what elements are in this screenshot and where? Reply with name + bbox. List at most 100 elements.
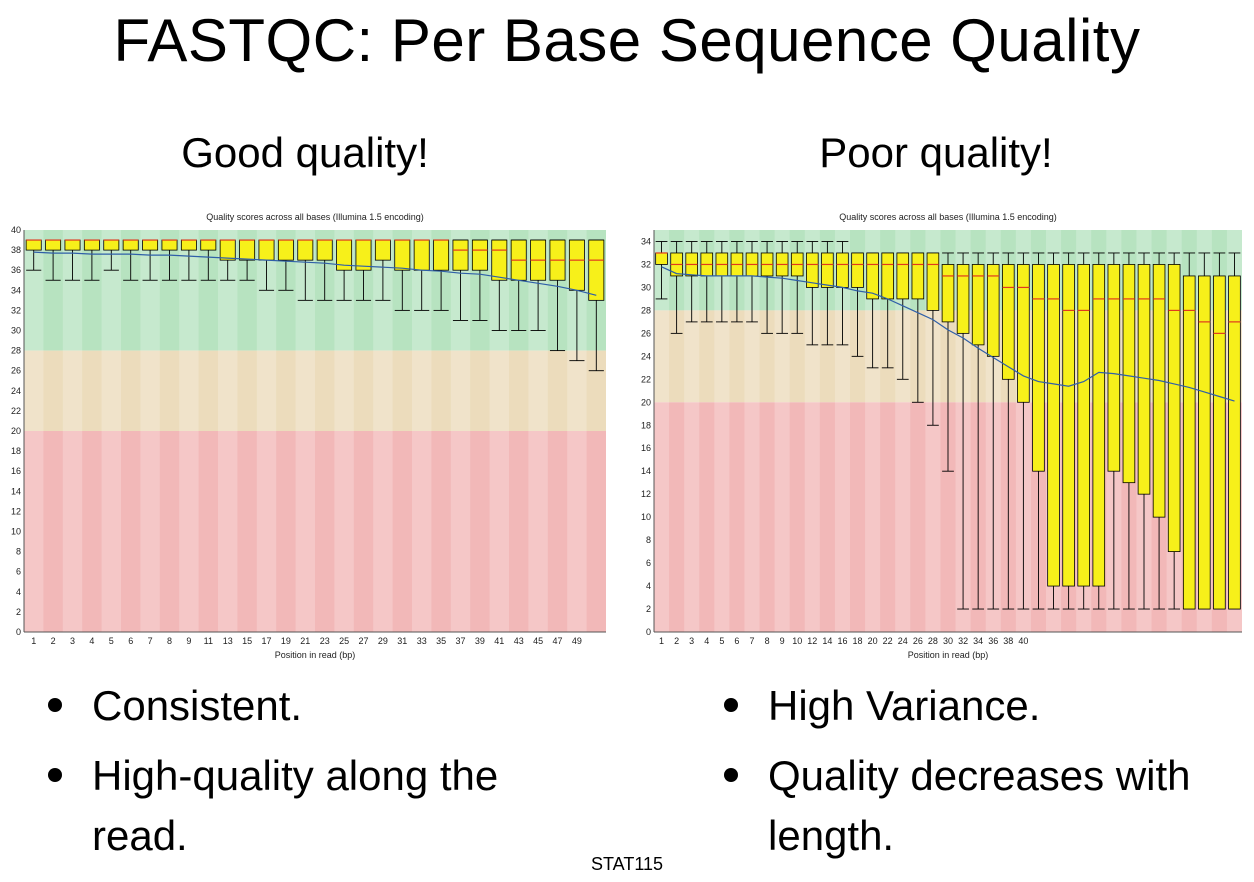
y-tick-label: 40 xyxy=(11,225,21,235)
zone-stripe xyxy=(804,230,820,632)
iqr-box xyxy=(374,239,391,261)
mean-line xyxy=(661,266,1235,402)
x-tick-label: 17 xyxy=(261,636,271,646)
box-position-14 xyxy=(277,239,294,291)
box-position-6 xyxy=(122,239,139,281)
iqr-box xyxy=(806,252,819,288)
poor-quality-chart-svg: Quality scores across all bases (Illumin… xyxy=(641,212,1242,660)
bullet-text: High Variance. xyxy=(768,682,1041,729)
zone-stripe xyxy=(714,230,730,632)
box-position-2 xyxy=(670,241,683,334)
zone-stripe xyxy=(865,230,881,632)
y-tick-label: 20 xyxy=(11,426,21,436)
zone-stripe xyxy=(179,230,199,632)
box-position-9 xyxy=(180,239,197,281)
iqr-box xyxy=(655,252,668,265)
box-position-4 xyxy=(83,239,100,281)
chart-title: Quality scores across all bases (Illumin… xyxy=(839,212,1057,222)
iqr-box xyxy=(45,239,62,251)
iqr-box xyxy=(200,239,217,251)
iqr-box xyxy=(103,239,120,251)
box-position-1 xyxy=(25,239,42,271)
x-tick-label: 1 xyxy=(31,636,36,646)
iqr-box xyxy=(316,239,333,261)
box-position-5 xyxy=(103,239,120,271)
y-tick-label: 22 xyxy=(11,406,21,416)
bullet-text: Quality decreases with length. xyxy=(768,752,1191,859)
iqr-box xyxy=(941,264,955,323)
zone-stripe xyxy=(218,230,238,632)
iqr-box xyxy=(1122,264,1136,484)
box-position-8 xyxy=(760,241,774,334)
box-position-11 xyxy=(219,239,236,281)
x-tick-label: 4 xyxy=(89,636,94,646)
zone-stripe xyxy=(684,230,700,632)
box-position-19 xyxy=(926,252,940,426)
y-tick-label: 26 xyxy=(11,366,21,376)
box-position-12 xyxy=(239,239,256,281)
x-tick-label: 15 xyxy=(242,636,252,646)
x-tick-label: 39 xyxy=(475,636,485,646)
x-tick-label: 5 xyxy=(109,636,114,646)
x-tick-label: 8 xyxy=(167,636,172,646)
iqr-box xyxy=(471,239,488,271)
iqr-box xyxy=(1198,275,1211,610)
y-tick-label: 38 xyxy=(11,245,21,255)
y-tick-label: 4 xyxy=(16,587,21,597)
x-tick-label: 8 xyxy=(765,636,770,646)
box-position-25 xyxy=(491,239,508,331)
box-position-21 xyxy=(956,252,970,610)
chart-title: Quality scores across all bases (Illumin… xyxy=(206,212,424,222)
y-tick-label: 0 xyxy=(646,627,651,637)
zone-stripe xyxy=(412,230,432,632)
box-position-26 xyxy=(1032,252,1045,610)
iqr-box xyxy=(1047,264,1060,587)
iqr-box xyxy=(821,252,834,288)
box-position-23 xyxy=(452,239,469,321)
y-tick-label: 10 xyxy=(641,512,651,522)
box-position-35 xyxy=(1167,252,1181,610)
box-position-24 xyxy=(1002,252,1015,610)
x-tick-label: 11 xyxy=(204,636,213,646)
y-tick-label: 28 xyxy=(11,346,21,356)
x-axis-label: Position in read (bp) xyxy=(275,650,356,660)
x-tick-label: 10 xyxy=(792,636,802,646)
x-tick-label: 31 xyxy=(397,636,407,646)
x-tick-label: 27 xyxy=(358,636,368,646)
y-tick-label: 2 xyxy=(16,607,21,617)
y-tick-label: 32 xyxy=(11,305,21,315)
bullet-dot-icon xyxy=(724,698,738,712)
y-tick-label: 14 xyxy=(641,466,651,476)
iqr-box xyxy=(239,239,256,261)
y-tick-label: 32 xyxy=(641,259,651,269)
iqr-box xyxy=(896,252,910,300)
iqr-box xyxy=(394,239,411,271)
x-tick-label: 6 xyxy=(128,636,133,646)
x-axis-label: Position in read (bp) xyxy=(908,650,989,660)
y-tick-label: 4 xyxy=(646,581,651,591)
y-tick-label: 14 xyxy=(11,486,21,496)
bullet-item: Quality decreases with length. xyxy=(716,746,1236,866)
bullet-text: High-quality along the read. xyxy=(92,752,499,859)
x-tick-label: 34 xyxy=(973,636,983,646)
iqr-box xyxy=(1002,264,1015,380)
good-quality-bullets: Consistent. High-quality along the read. xyxy=(40,676,600,876)
box-position-9 xyxy=(775,241,789,334)
iqr-box xyxy=(1017,264,1030,403)
x-tick-label: 6 xyxy=(734,636,739,646)
mean-line xyxy=(33,251,597,296)
x-tick-label: 20 xyxy=(868,636,878,646)
box-position-37 xyxy=(1198,252,1211,610)
box-position-22 xyxy=(433,239,450,311)
box-position-16 xyxy=(316,239,333,301)
iqr-box xyxy=(452,239,469,271)
iqr-box xyxy=(1032,264,1045,472)
y-tick-label: 24 xyxy=(641,351,651,361)
box-position-30 xyxy=(1092,252,1106,610)
x-tick-label: 24 xyxy=(898,636,908,646)
iqr-box xyxy=(881,252,894,300)
good-quality-heading: Good quality! xyxy=(181,129,429,176)
zone-stripe xyxy=(744,230,760,632)
iqr-box xyxy=(1228,275,1241,610)
iqr-box xyxy=(956,264,970,334)
